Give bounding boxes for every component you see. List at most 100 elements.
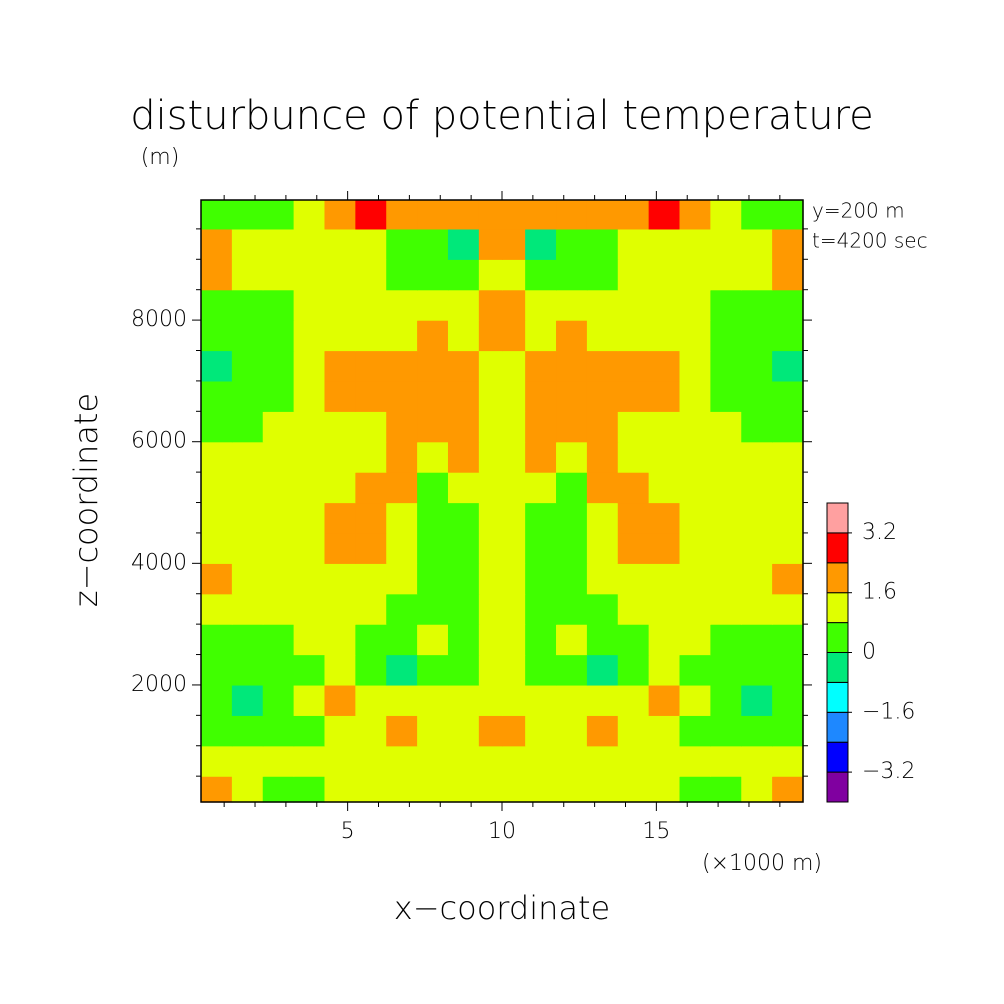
contour-cell (231, 745, 264, 777)
contour-cell (324, 411, 356, 443)
colorbar-tick-label: 0 (862, 640, 876, 665)
contour-cell (447, 563, 480, 595)
contour-cell (386, 654, 418, 686)
contour-cell (502, 776, 526, 803)
contour-cell (355, 289, 387, 321)
contour-cell (324, 563, 356, 595)
contour-cell (710, 593, 742, 625)
contour-cell (679, 745, 711, 777)
contour-cell (262, 441, 295, 473)
contour-cell (293, 441, 326, 473)
contour-cell (355, 684, 387, 716)
contour-cell (447, 289, 480, 321)
colorbar-box (826, 741, 849, 773)
contour-cell (586, 411, 619, 443)
contour-cell (741, 200, 773, 230)
contour-cell (772, 654, 804, 686)
contour-cell (324, 350, 356, 382)
contour-cell (679, 563, 711, 595)
contour-cell (648, 320, 681, 352)
colorbar-tick-label: −3.2 (862, 759, 915, 784)
contour-cell (324, 320, 356, 352)
contour-cell (262, 320, 295, 352)
contour-cell (679, 684, 711, 716)
contour-cell (710, 441, 742, 473)
contour-cell (617, 320, 650, 352)
contour-cell (478, 776, 503, 803)
contour-cell (417, 745, 449, 777)
contour-cell (502, 502, 526, 534)
contour-cell (355, 350, 387, 382)
contour-cell (355, 259, 387, 291)
contour-cell (478, 380, 503, 412)
contour-cell (586, 259, 619, 291)
contour-cell (502, 411, 526, 443)
contour-cell (201, 593, 233, 625)
contour-cell (386, 441, 418, 473)
contour-cell (586, 715, 619, 747)
contour-cell (648, 502, 681, 534)
contour-cell (478, 200, 503, 230)
contour-cell (447, 654, 480, 686)
contour-cell (293, 350, 326, 382)
contour-cell (201, 715, 233, 747)
contour-cell (386, 259, 418, 291)
contour-cell (710, 289, 742, 321)
contour-cell (556, 715, 588, 747)
contour-cell (447, 715, 480, 747)
contour-cell (617, 289, 650, 321)
contour-cell (502, 200, 526, 230)
contour-cell (293, 593, 326, 625)
contour-cell (741, 715, 773, 747)
contour-cell (293, 684, 326, 716)
contour-cell (648, 350, 681, 382)
x-tick-label: 10 (488, 819, 516, 844)
contour-cell (355, 320, 387, 352)
contour-cell (355, 441, 387, 473)
contour-cell (679, 441, 711, 473)
contour-cell (617, 228, 650, 260)
contour-cell (262, 200, 295, 230)
contour-cell (262, 380, 295, 412)
contour-cell (586, 563, 619, 595)
contour-cell (679, 502, 711, 534)
contour-cell (617, 200, 650, 230)
contour-cell (386, 289, 418, 321)
contour-cell (478, 472, 503, 504)
contour-cell (556, 350, 588, 382)
contour-cell (586, 684, 619, 716)
contour-cell (586, 593, 619, 625)
contour-cell (355, 228, 387, 260)
contour-cell (417, 654, 449, 686)
contour-cell (201, 320, 233, 352)
contour-cell (679, 320, 711, 352)
contour-cell (447, 380, 480, 412)
contour-cell (648, 563, 681, 595)
colorbar-box (826, 562, 849, 594)
colorbar-box (826, 771, 849, 803)
contour-cell (502, 624, 526, 656)
contour-cell (201, 441, 233, 473)
contour-cell (478, 532, 503, 564)
contour-cell (231, 563, 264, 595)
contour-cell (502, 259, 526, 291)
contour-cell (386, 200, 418, 230)
contour-cell (386, 320, 418, 352)
contour-cell (679, 593, 711, 625)
contour-cell (772, 380, 804, 412)
contour-cell (355, 776, 387, 803)
contour-cell (417, 289, 449, 321)
contour-cell (617, 563, 650, 595)
contour-cell (478, 715, 503, 747)
contour-cell (293, 776, 326, 803)
contour-cell (556, 228, 588, 260)
contour-cell (502, 684, 526, 716)
contour-cell (648, 593, 681, 625)
contour-cell (617, 593, 650, 625)
contour-cell (355, 745, 387, 777)
contour-cell (417, 259, 449, 291)
contour-cell (478, 624, 503, 656)
contour-cell (386, 624, 418, 656)
contour-cell (556, 502, 588, 534)
contour-cell (525, 259, 557, 291)
